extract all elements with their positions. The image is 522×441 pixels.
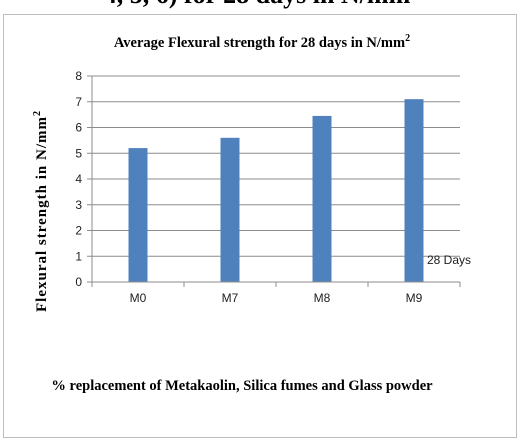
y-axis-label-text: Flexural strength in N/mm <box>34 116 50 312</box>
bar-m0 <box>128 148 148 282</box>
page-heading: 4, 5, 6) for 28 days in N/mm2 <box>0 0 522 10</box>
legend: 28 Days <box>416 253 471 267</box>
y-tick-label: 5 <box>75 146 82 160</box>
y-tick-label: 6 <box>75 121 82 135</box>
chart-title-text: Average Flexural strength for 28 days in… <box>114 35 405 51</box>
bar-m8 <box>312 115 332 282</box>
x-tick-label: M9 <box>406 291 423 305</box>
y-axis-label-superscript: 2 <box>32 110 43 116</box>
y-tick-label: 1 <box>75 249 82 263</box>
bar-m7 <box>220 137 240 282</box>
page-heading-text: 4, 5, 6) for 28 days in N/mm <box>104 0 410 9</box>
chart-title-superscript: 2 <box>405 33 410 44</box>
bars <box>128 99 424 282</box>
chart-title: Average Flexural strength for 28 days in… <box>114 33 410 51</box>
gridlines <box>92 75 460 257</box>
bar-chart: Average Flexural strength for 28 days in… <box>32 33 471 394</box>
y-tick-label: 2 <box>75 224 82 238</box>
bar-m9 <box>404 99 424 282</box>
y-tick-label: 0 <box>75 275 82 289</box>
x-tick-label: M8 <box>314 291 331 305</box>
y-tick-label: 3 <box>75 198 82 212</box>
y-axis-ticks: 0 1 2 3 4 5 6 7 8 <box>75 69 92 289</box>
y-tick-label: 8 <box>75 69 82 83</box>
x-tick-label: M7 <box>222 291 239 305</box>
y-tick-label: 4 <box>75 172 82 186</box>
y-axis-label: Flexural strength in N/mm2 <box>32 110 50 312</box>
legend-label: 28 Days <box>427 253 471 267</box>
x-tick-label: M0 <box>130 291 147 305</box>
legend-swatch <box>416 257 423 264</box>
y-tick-label: 7 <box>75 95 82 109</box>
chart-frame: Average Flexural strength for 28 days in… <box>3 14 517 438</box>
x-axis-label: % replacement of Metakaolin, Silica fume… <box>51 378 433 394</box>
x-axis-ticks: M0 M7 M8 M9 <box>91 282 461 305</box>
